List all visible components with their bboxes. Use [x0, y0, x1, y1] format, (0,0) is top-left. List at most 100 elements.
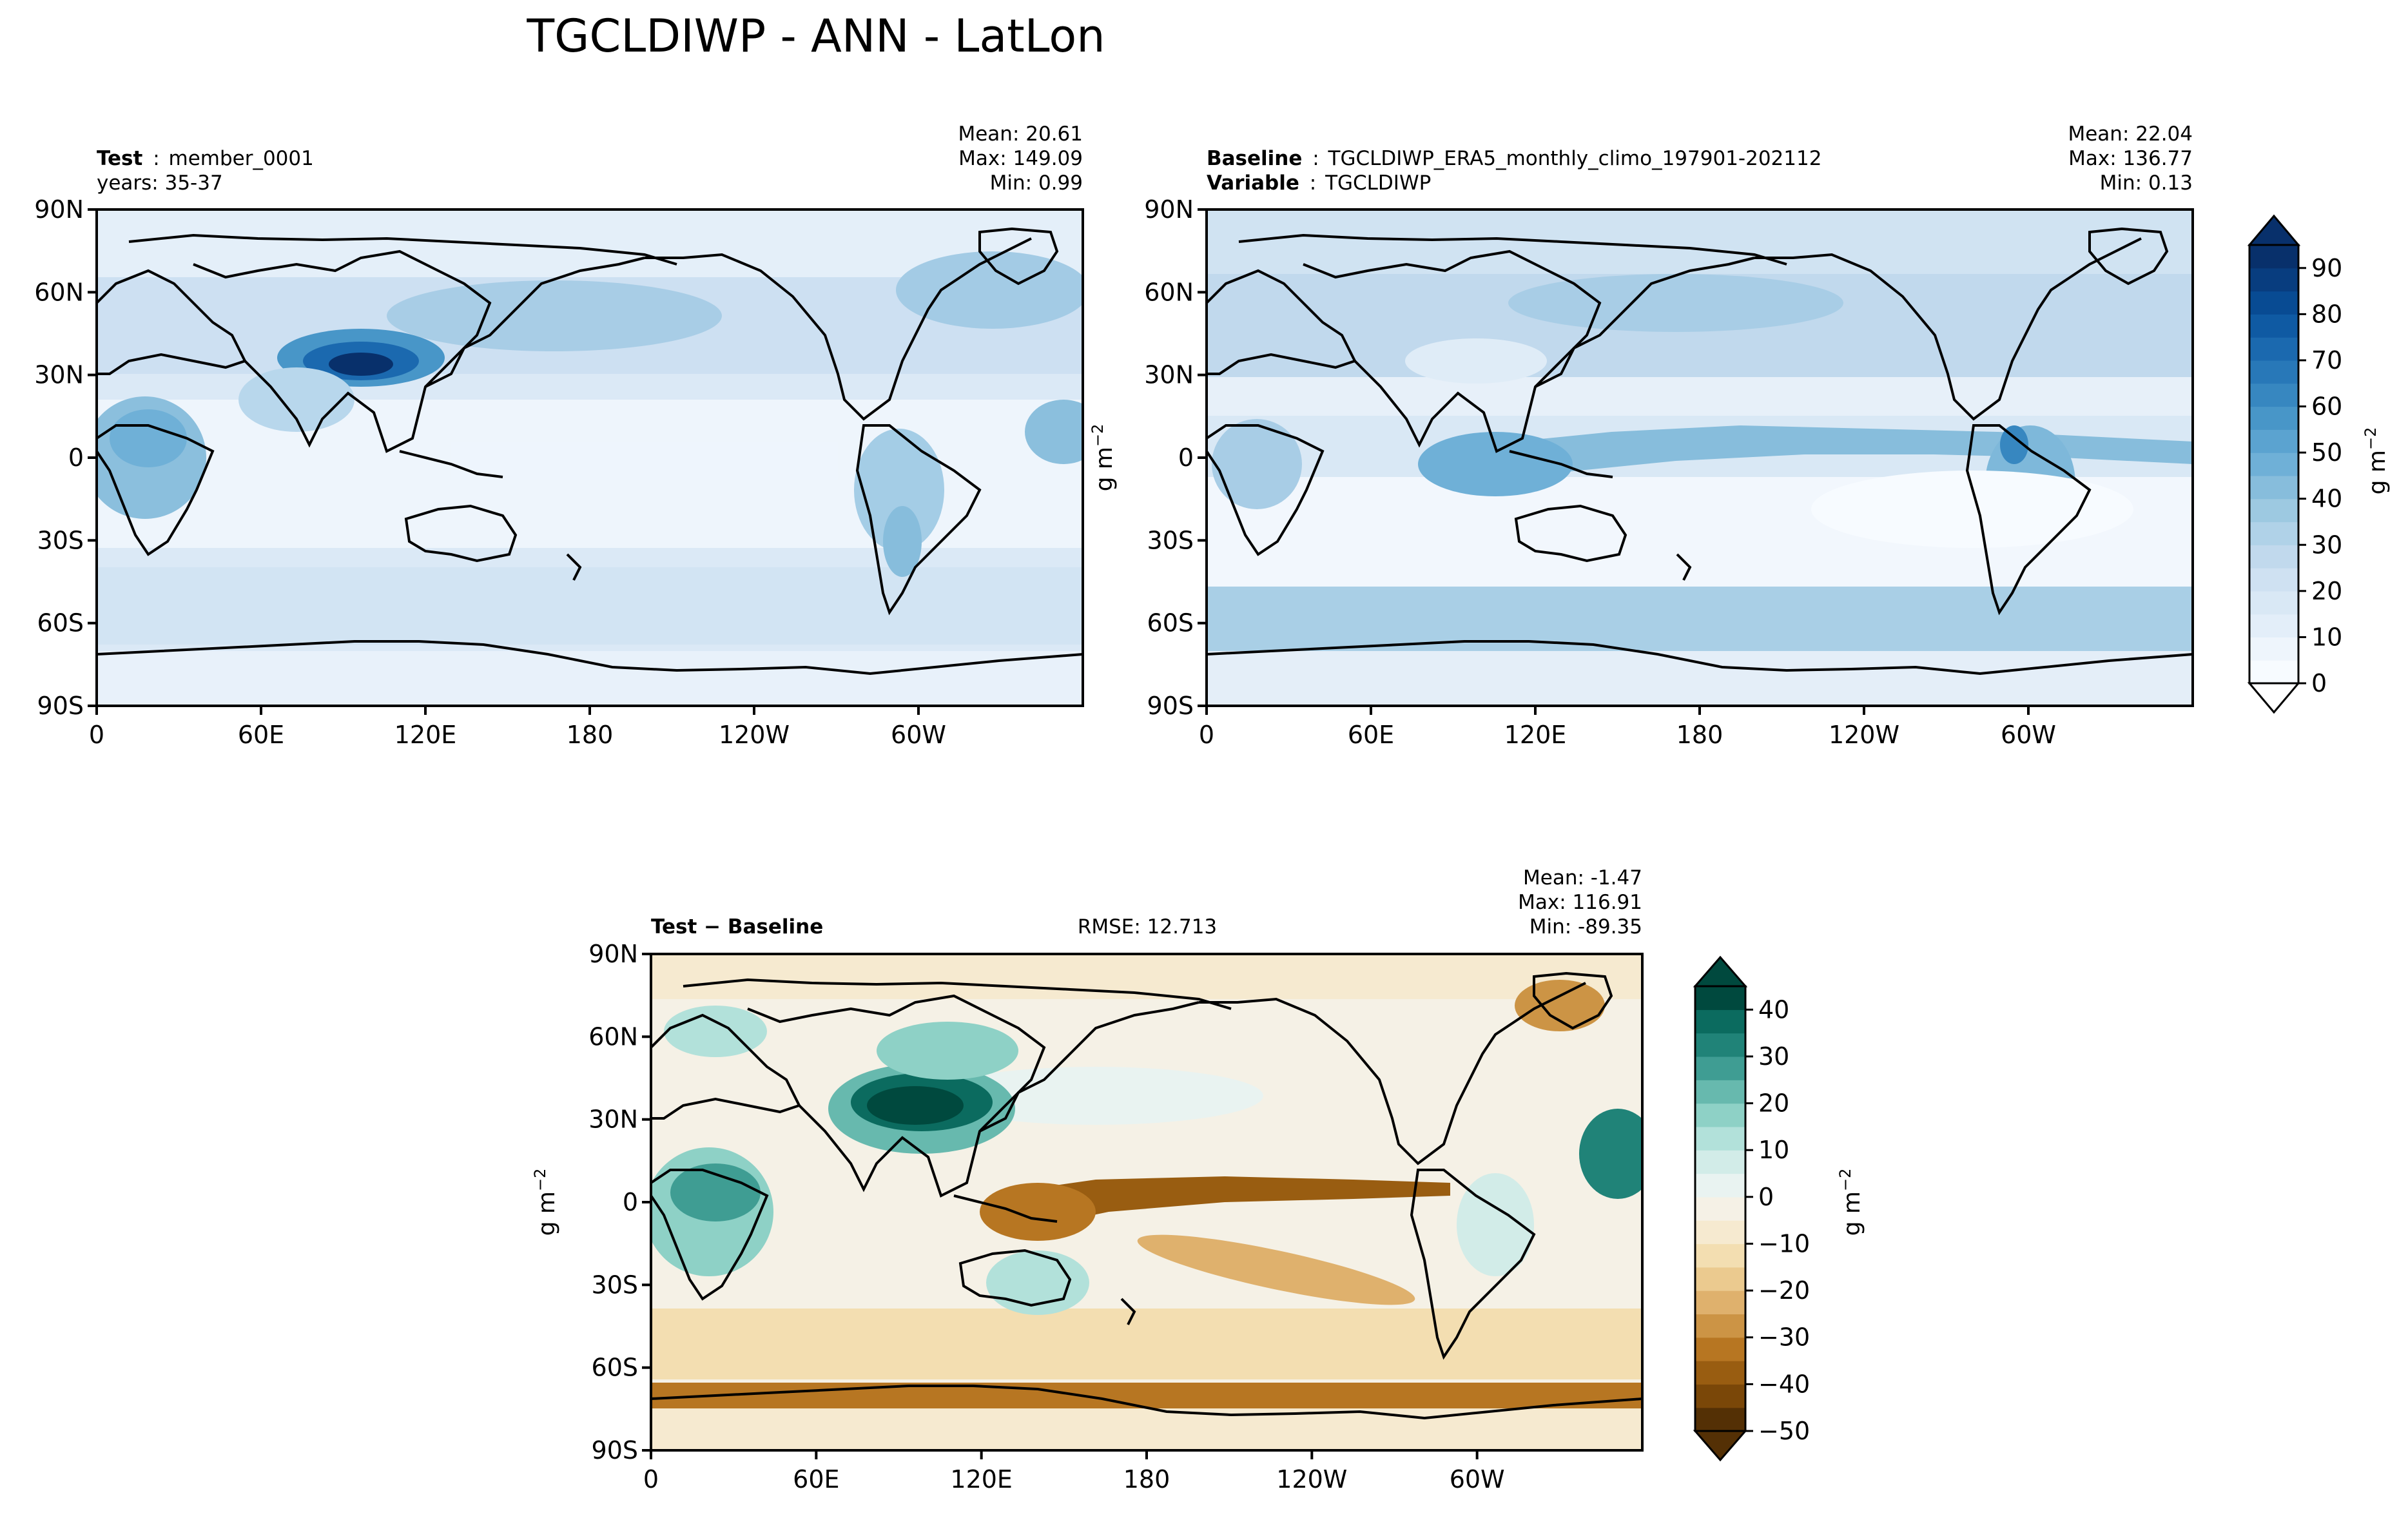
diff-colorbar-extend-max — [1693, 955, 1748, 988]
test-coast-south-america — [855, 424, 982, 616]
baseline-coast-indonesia — [1509, 450, 1613, 478]
top-colorbar-tick-label: 50 — [2311, 438, 2342, 467]
diff-colorbar-segment — [1695, 1290, 1745, 1315]
diff-colorbar-tick-label: −40 — [1758, 1370, 1810, 1398]
diff-colorbar-segment — [1695, 1384, 1745, 1408]
test-lat-tick-label: 90S — [37, 692, 84, 720]
baseline-lon-ticks: 0 60E 120E 180 120W 60W — [1199, 706, 2056, 749]
diff-blob-maritime — [980, 1183, 1096, 1241]
diff-colorbar-tick-label: 0 — [1758, 1183, 1774, 1211]
diff-blob-europe — [664, 1006, 767, 1057]
diff-band-antarctic-coast — [651, 1383, 1642, 1408]
test-coast-antarctica — [97, 640, 1083, 676]
test-lat-tick-label: 90N — [34, 195, 84, 224]
test-lon-tick-label: 120E — [394, 721, 457, 749]
diff-coast-australia — [958, 1249, 1072, 1307]
baseline-label-bold: Baseline — [1207, 147, 1302, 170]
baseline-variable-bold: Variable — [1207, 171, 1299, 195]
top-colorbar-segment — [2249, 314, 2298, 338]
diff-lat-tick-label: 90N — [588, 940, 638, 968]
diff-blob-siberia — [877, 1022, 1018, 1080]
test-coast-arctic — [128, 233, 677, 266]
top-colorbar-segment — [2249, 637, 2298, 661]
test-label: Test : member_0001 — [97, 147, 314, 170]
diff-lon-tick-label: 0 — [643, 1465, 659, 1494]
test-coast-east-asia — [425, 257, 645, 388]
test-panel: Test : member_0001 years: 35-37 Mean: 20… — [34, 122, 1084, 749]
diff-coastlines — [651, 971, 1642, 1420]
baseline-label: Baseline : TGCLDIWP_ERA5_monthly_climo_1… — [1207, 147, 1821, 170]
baseline-variable-sep: : — [1310, 171, 1316, 195]
baseline-panel: Baseline : TGCLDIWP_ERA5_monthly_climo_1… — [1089, 122, 2194, 749]
diff-colorbar-segment — [1695, 1056, 1745, 1080]
test-blob-north-atlantic — [896, 251, 1083, 329]
diff-coast-europe — [651, 1013, 801, 1120]
top-colorbar-extend-min — [2247, 682, 2301, 714]
baseline-variable: Variable : TGCLDIWP — [1207, 171, 1431, 195]
figure-title: TGCLDIWP - ANN - LatLon — [526, 10, 1105, 63]
baseline-lon-tick-label: 180 — [1676, 721, 1723, 749]
diff-blob-atlantic-east — [1579, 1109, 1642, 1199]
test-blob-tibet-core — [329, 353, 393, 376]
top-colorbar-segment — [2249, 268, 2298, 292]
diff-colorbar-segment — [1695, 1220, 1745, 1245]
diff-coast-new-zealand — [1120, 1298, 1136, 1325]
top-colorbar-tick-label: 30 — [2311, 530, 2342, 559]
diff-lat-tick-label: 60N — [588, 1022, 638, 1051]
test-lat-tick-label: 30S — [37, 526, 84, 554]
test-coast-africa — [97, 424, 215, 556]
diff-lat-tick-label: 30S — [592, 1270, 638, 1299]
diff-ylabel: g m−2 — [531, 1169, 560, 1236]
test-equator-band — [451, 442, 838, 480]
diff-coast-south-america — [1410, 1169, 1536, 1360]
test-coast-australia — [404, 504, 518, 563]
top-colorbar-frame — [2248, 244, 2300, 685]
diff-lon-tick-label: 180 — [1123, 1465, 1170, 1494]
top-colorbar-extend-max — [2247, 214, 2301, 246]
test-coast-new-zealand — [566, 553, 582, 581]
test-coast-greenland — [978, 227, 1059, 286]
top-colorbar-segment — [2249, 291, 2298, 315]
diff-colorbar-segment — [1695, 1267, 1745, 1291]
diff-ylabel-exp: −2 — [531, 1169, 549, 1191]
diff-colorbar-segment — [1695, 1173, 1745, 1198]
diff-coast-north-america — [1199, 982, 1586, 1165]
baseline-band-antarctica — [1207, 651, 2193, 706]
test-band-southern-ocean — [97, 567, 1083, 645]
baseline-coast-north-america — [1754, 237, 2142, 421]
test-coast-europe — [97, 269, 247, 375]
baseline-coast-arctic — [1238, 233, 1787, 266]
test-blob-africa-core — [110, 409, 187, 467]
top-colorbar-segment — [2249, 545, 2298, 569]
test-coast-indonesia — [399, 450, 503, 478]
baseline-lon-tick-label: 120W — [1829, 721, 1899, 749]
diff-panel: Test − Baseline RMSE: 12.713 Mean: -1.47… — [531, 866, 1644, 1494]
diff-lon-tick-label: 120E — [950, 1465, 1013, 1494]
top-colorbar-tick-label: 40 — [2311, 485, 2342, 513]
test-blob-india — [238, 367, 354, 432]
diff-coast-indonesia — [953, 1194, 1058, 1223]
baseline-lon-tick-label: 60W — [2001, 721, 2056, 749]
test-blob-north-pacific — [387, 280, 722, 351]
diff-colorbar-segment — [1695, 1314, 1745, 1338]
test-max: Max: 149.09 — [958, 147, 1083, 170]
baseline-coast-new-zealand — [1676, 553, 1692, 581]
baseline-coast-greenland — [2088, 227, 2169, 286]
top-colorbar-segment — [2249, 568, 2298, 592]
test-mean: Mean: 20.61 — [958, 122, 1083, 146]
baseline-coast-east-asia — [1535, 257, 1755, 388]
baseline-blob-tibet — [1405, 338, 1547, 384]
test-lat-tick-label: 60S — [37, 609, 84, 637]
baseline-label-sep: : — [1312, 147, 1319, 170]
top-colorbar-tick-label: 0 — [2311, 669, 2327, 697]
top-colorbar-segment — [2249, 590, 2298, 615]
test-label-value: member_0001 — [169, 147, 314, 170]
diff-colorbar: −50 −40 −30 −20 −10 0 10 20 30 40 g m−2 — [1693, 955, 1865, 1462]
test-map — [97, 209, 1083, 706]
diff-colorbar-tick-label: 10 — [1758, 1136, 1789, 1164]
top-colorbar: 0 10 20 30 40 50 60 70 80 90 g m−2 — [2247, 214, 2391, 714]
diff-colorbar-tick-label: 30 — [1758, 1042, 1789, 1071]
top-colorbar-segment — [2249, 660, 2298, 684]
baseline-mean: Mean: 22.04 — [2068, 122, 2193, 146]
test-blob-atlantic-east — [1025, 400, 1083, 464]
